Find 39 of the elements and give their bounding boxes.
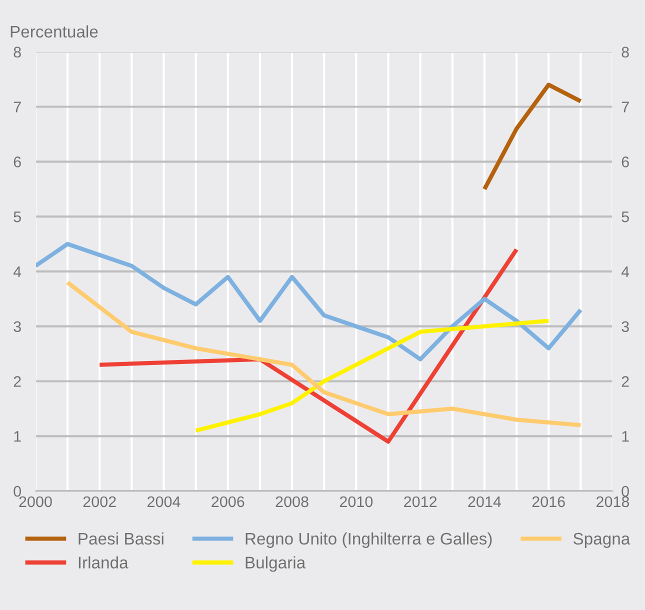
line-series xyxy=(98,247,519,444)
y-tick-label: 1 xyxy=(14,431,21,442)
y-tick-label: 3 xyxy=(14,321,21,332)
x-tick-label: 2012 xyxy=(404,496,437,508)
y-tick-label: 7 xyxy=(14,102,21,112)
x-tick-label: 2004 xyxy=(148,496,180,508)
y-tick-label: 8 xyxy=(14,46,21,58)
x-tick-label: 2008 xyxy=(276,496,308,508)
line-series xyxy=(35,242,583,362)
y2-tick-label: 4 xyxy=(621,266,630,277)
y2-tick-label: 1 xyxy=(622,431,629,442)
y2-tick-label: 2 xyxy=(622,376,629,387)
y2-tick-label: 0 xyxy=(622,486,629,497)
legend-label: Irlanda xyxy=(78,556,128,569)
y2-tick-label: 6 xyxy=(622,156,629,168)
y-tick-label: 0 xyxy=(14,486,21,497)
y2-tick-label: 5 xyxy=(622,212,629,222)
y-tick-label: 2 xyxy=(14,376,21,387)
y-tick-label: 5 xyxy=(14,212,21,222)
line-series xyxy=(65,280,583,428)
y2-tick-label: 3 xyxy=(622,321,629,332)
x-tick-label: 2018 xyxy=(596,496,630,508)
legend-label: Paesi Bassi xyxy=(78,532,164,545)
x-tick-label: 2010 xyxy=(340,496,373,508)
legend-label: Spagna xyxy=(573,532,630,548)
x-tick-label: 2014 xyxy=(468,496,502,508)
y2-tick-label: 8 xyxy=(622,46,629,58)
x-tick-label: 2016 xyxy=(532,496,565,508)
y-tick-label: 4 xyxy=(13,266,22,277)
y-tick-label: 6 xyxy=(14,156,21,168)
x-tick-label: 2002 xyxy=(83,496,116,508)
x-tick-label: 2000 xyxy=(19,496,52,508)
y2-tick-label: 7 xyxy=(622,102,629,112)
legend-label: Bulgaria xyxy=(246,556,306,572)
legend-label: Regno Unito (Inghilterra e Galles) xyxy=(246,532,492,548)
y-axis-title: Percentuale xyxy=(10,25,98,38)
line-series xyxy=(482,82,583,192)
x-tick-label: 2006 xyxy=(212,496,244,508)
line-series xyxy=(194,318,551,433)
